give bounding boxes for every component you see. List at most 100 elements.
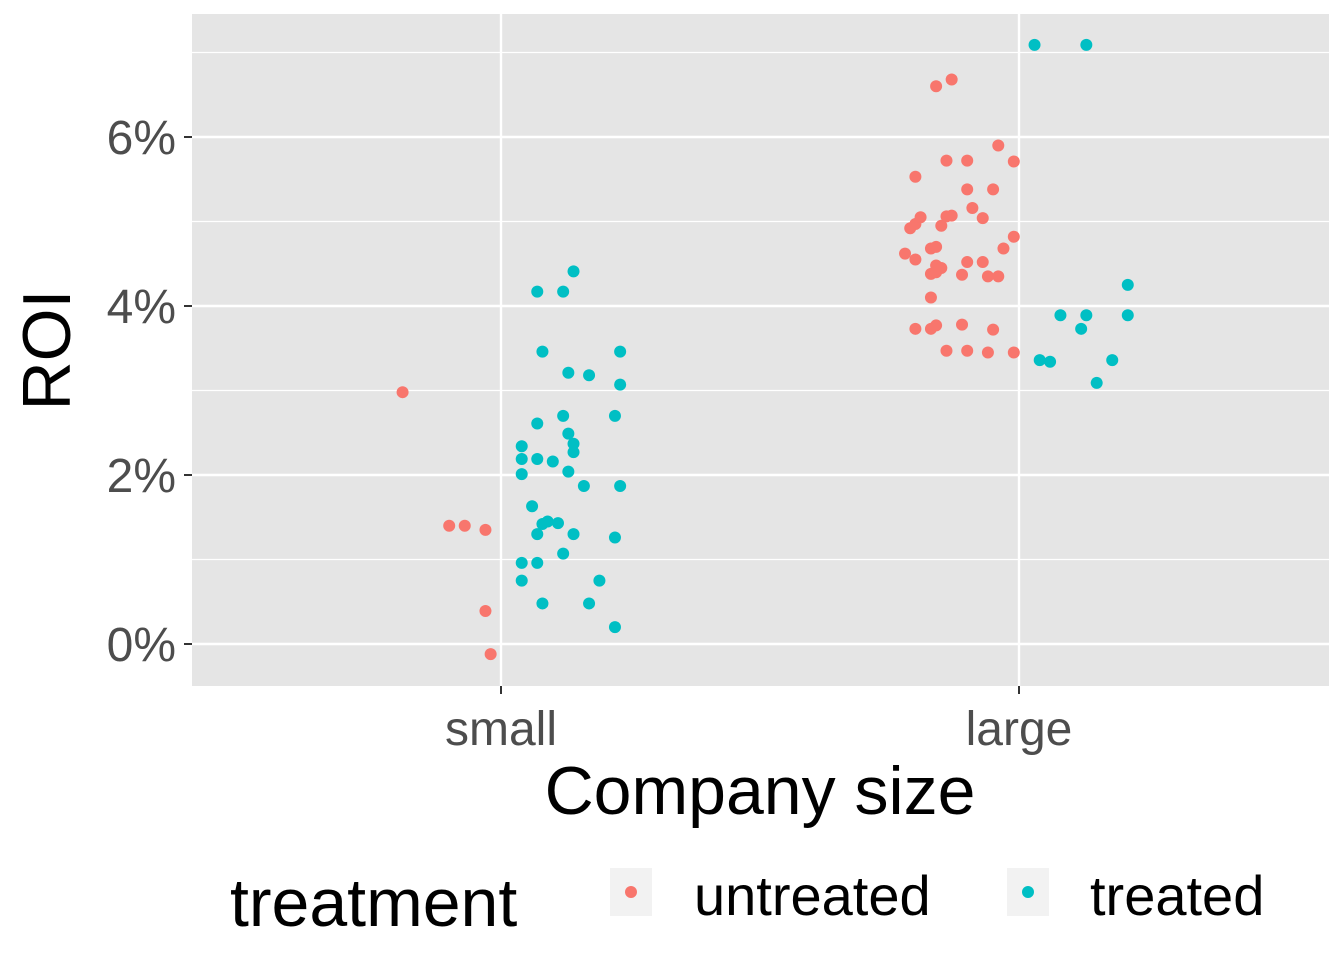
point-untreated (945, 209, 958, 222)
legend: treatment untreated treated (230, 864, 1264, 941)
point-treated (557, 547, 570, 560)
point-untreated (992, 270, 1005, 283)
point-treated (515, 556, 528, 569)
point-treated (1121, 278, 1134, 291)
point-treated (1121, 309, 1134, 322)
point-untreated (987, 323, 1000, 336)
point-untreated (484, 648, 497, 661)
point-untreated (940, 344, 953, 357)
point-untreated (987, 183, 1000, 196)
point-treated (531, 285, 544, 298)
point-treated (583, 597, 596, 610)
point-treated (546, 455, 559, 468)
point-treated (614, 378, 627, 391)
point-untreated (458, 519, 471, 532)
point-untreated (976, 212, 989, 225)
point-treated (526, 500, 539, 513)
point-untreated (966, 201, 979, 214)
data-points (396, 38, 1134, 661)
point-treated (536, 597, 549, 610)
point-untreated (899, 247, 912, 260)
point-treated (567, 446, 580, 459)
grid-major (192, 14, 1329, 686)
point-treated (614, 345, 627, 358)
x-tick-label-large: large (966, 703, 1073, 756)
point-untreated (443, 519, 456, 532)
point-treated (531, 452, 544, 465)
point-treated (1054, 309, 1067, 322)
point-treated (1090, 376, 1103, 389)
point-treated (577, 479, 590, 492)
point-untreated (961, 256, 974, 269)
y-axis-title: ROI (9, 290, 85, 411)
point-treated (551, 517, 564, 530)
point-untreated (909, 170, 922, 183)
point-treated (1033, 354, 1046, 367)
point-untreated (997, 242, 1010, 255)
point-untreated (961, 344, 974, 357)
point-untreated (981, 270, 994, 283)
point-untreated (961, 183, 974, 196)
point-treated (1080, 38, 1093, 51)
point-untreated (396, 386, 409, 399)
point-untreated (479, 523, 492, 536)
y-tick-label: 2% (107, 450, 176, 503)
point-treated (1075, 322, 1088, 335)
point-treated (567, 265, 580, 278)
point-untreated (992, 139, 1005, 152)
point-treated (567, 528, 580, 541)
point-untreated (909, 253, 922, 266)
point-treated (608, 409, 621, 422)
x-axis-title: Company size (545, 753, 976, 829)
point-treated (531, 556, 544, 569)
point-treated (515, 440, 528, 453)
point-untreated (956, 318, 969, 331)
y-tick-label: 0% (107, 619, 176, 672)
point-untreated (961, 154, 974, 167)
point-untreated (930, 80, 943, 93)
point-treated (515, 468, 528, 481)
y-axis: 0% 2% 4% 6% (107, 112, 192, 672)
point-treated (557, 285, 570, 298)
legend-label-treated: treated (1090, 864, 1264, 927)
point-treated (1028, 38, 1041, 51)
point-untreated (479, 605, 492, 618)
point-untreated (914, 211, 927, 224)
grid-minor (192, 51, 1329, 561)
point-treated (557, 409, 570, 422)
legend-label-untreated: untreated (694, 864, 931, 927)
point-untreated (909, 322, 922, 335)
point-untreated (1007, 155, 1020, 168)
point-treated (1080, 309, 1093, 322)
y-tick-label: 6% (107, 112, 176, 165)
legend-title: treatment (230, 865, 517, 941)
point-treated (1044, 355, 1057, 368)
x-axis: small large (445, 686, 1072, 756)
point-untreated (1007, 230, 1020, 243)
point-treated (608, 621, 621, 634)
y-tick-label: 4% (107, 281, 176, 334)
x-tick-label-small: small (445, 703, 557, 756)
point-treated (531, 417, 544, 430)
point-untreated (981, 346, 994, 359)
point-untreated (930, 319, 943, 332)
point-treated (541, 515, 554, 528)
point-treated (531, 528, 544, 541)
point-untreated (924, 291, 937, 304)
legend-marker-untreated (625, 886, 637, 898)
point-untreated (940, 154, 953, 167)
point-treated (567, 437, 580, 450)
point-treated (562, 465, 575, 478)
point-treated (593, 574, 606, 587)
point-treated (562, 366, 575, 379)
point-treated (515, 574, 528, 587)
point-treated (583, 369, 596, 382)
point-untreated (935, 219, 948, 232)
point-untreated (976, 256, 989, 269)
point-untreated (930, 240, 943, 253)
point-treated (536, 345, 549, 358)
point-treated (614, 479, 627, 492)
point-untreated (935, 261, 948, 274)
plot-panel (192, 14, 1329, 686)
